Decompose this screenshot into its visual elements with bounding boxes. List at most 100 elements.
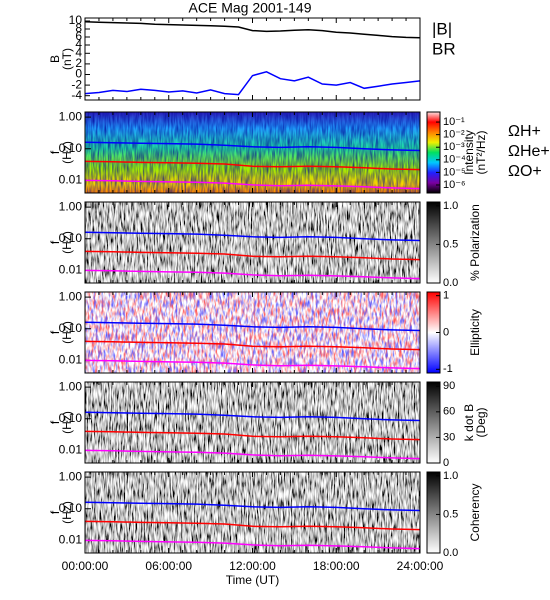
y-tick-label: 0.01: [59, 533, 83, 547]
colorbar-tick-label: 0: [443, 457, 449, 469]
y-tick-label: 1.00: [59, 379, 83, 393]
gyrofrequency-line: [84, 250, 421, 261]
y-axis-label: (nT): [60, 48, 74, 70]
y-axis-label: B: [48, 55, 62, 63]
colorbar-tick-label: 10⁻⁵: [443, 166, 466, 178]
colorbar-tick-label: 0.5: [443, 508, 458, 520]
x-tick-label: 12:00:00: [229, 559, 276, 573]
colorbar-label: Coherency: [468, 483, 482, 541]
data-line: [84, 71, 421, 96]
data-line: [84, 21, 421, 39]
y-axis-label: (Hz): [60, 141, 74, 164]
y-axis-label: f: [48, 150, 62, 154]
gyrofrequency-line: [84, 359, 421, 370]
y-tick-label: 2: [75, 56, 82, 70]
colorbar-tick-label: 10⁻²: [443, 129, 465, 141]
colorbar: [426, 111, 441, 194]
y-axis-label: (Hz): [60, 321, 74, 344]
colorbar-label: (Deg): [474, 407, 488, 437]
colorbar-tick-label: 10⁻³: [443, 141, 465, 153]
colorbar-tick-label: 1.0: [443, 200, 458, 212]
y-tick-label: 10: [69, 13, 83, 27]
gyrofrequency-line: [84, 141, 421, 152]
y-axis-label: f: [48, 420, 62, 424]
gyrofrequency-line: [84, 340, 421, 351]
colorbar-tick-label: 1: [443, 290, 449, 302]
spectrogram-image: [85, 202, 420, 283]
y-tick-label: 1.00: [59, 289, 83, 303]
gyrofrequency-line: [84, 179, 421, 190]
colorbar-label: % Polarization: [468, 204, 482, 281]
colorbar-label: (nT²/Hz): [474, 131, 488, 175]
y-tick-label: 6: [75, 29, 82, 43]
spectrogram-noise: [85, 202, 420, 283]
y-tick-label: 1.00: [59, 199, 83, 213]
y-axis-label: f: [48, 330, 62, 334]
colorbar-tick-label: 0.0: [443, 547, 458, 559]
y-tick-label: 0.10: [59, 501, 83, 515]
gyrofrequency-line: [84, 539, 421, 550]
gyrofrequency-line: [84, 269, 421, 280]
colorbar: [426, 471, 441, 554]
spectrogram-image: [85, 472, 420, 553]
spectrogram-image: [85, 382, 420, 463]
spectrogram-image: [85, 292, 420, 373]
gyrofrequency-line: [84, 501, 421, 512]
y-axis-label: (Hz): [60, 231, 74, 254]
colorbar-label: k dot B: [462, 404, 476, 441]
x-tick-label: 00:00:00: [62, 559, 109, 573]
colorbar-tick-label: 1.0: [443, 470, 458, 482]
colorbar-tick-label: 0: [443, 326, 449, 338]
y-tick-label: 0: [75, 67, 82, 81]
y-axis-label: (Hz): [60, 411, 74, 434]
y-tick-label: 4: [75, 45, 82, 59]
spectrogram-noise: [85, 472, 420, 553]
y-tick-label: -2: [71, 77, 82, 91]
x-tick-label: 18:00:00: [313, 559, 360, 573]
spectrogram-noise: [85, 382, 420, 463]
y-tick-label: 0.01: [59, 263, 83, 277]
gyrofrequency-line: [84, 160, 421, 171]
y-axis-label: f: [48, 240, 62, 244]
legend-entry: ΩH+: [508, 123, 541, 140]
gyrofrequency-line: [84, 411, 421, 422]
y-tick-label: 8: [75, 21, 82, 35]
y-tick-label: 1.00: [59, 469, 83, 483]
y-tick-label: 0.10: [59, 141, 83, 155]
colorbar-tick-label: 30: [443, 431, 455, 443]
spectrogram-image: [85, 112, 420, 193]
gyrofrequency-line: [84, 321, 421, 332]
y-tick-label: 0.10: [59, 411, 83, 425]
legend-entry: ΩO+: [508, 163, 542, 180]
colorbar-label: Intensity: [462, 130, 476, 175]
colorbar-tick-label: 60: [443, 406, 455, 418]
colorbar-tick-label: 0.0: [443, 277, 458, 289]
y-axis-label: f: [48, 510, 62, 514]
spectrogram-noise: [85, 112, 420, 193]
colorbar-tick-label: 10⁻⁴: [443, 154, 466, 166]
y-tick-label: 1.00: [59, 109, 83, 123]
spectrogram-noise: [85, 292, 420, 373]
colorbar-tick-label: 10⁻⁶: [443, 179, 466, 191]
gyrofrequency-line: [84, 430, 421, 441]
y-tick-label: -4: [71, 88, 82, 102]
legend-entry: |B|: [432, 19, 452, 38]
y-tick-label: 4: [75, 37, 82, 51]
gyrofrequency-line: [84, 231, 421, 242]
figure-title: ACE Mag 2001-149: [189, 0, 312, 16]
y-tick-label: 0.01: [59, 173, 83, 187]
gyrofrequency-line: [84, 520, 421, 531]
colorbar-tick-label: 0.5: [443, 238, 458, 250]
colorbar-label: Ellipticity: [468, 309, 482, 356]
colorbar-tick-label: 10⁻¹: [443, 116, 465, 128]
y-axis-label: (Hz): [60, 501, 74, 524]
legend-entry: ΩHe+: [508, 143, 550, 160]
y-tick-label: 0.01: [59, 353, 83, 367]
y-tick-label: 0.01: [59, 443, 83, 457]
x-axis-label: Time (UT): [226, 573, 280, 587]
colorbar: [426, 381, 441, 464]
gyrofrequency-line: [84, 449, 421, 460]
colorbar-tick-label: 90: [443, 380, 455, 392]
y-tick-label: 0.10: [59, 231, 83, 245]
colorbar: [426, 201, 441, 284]
